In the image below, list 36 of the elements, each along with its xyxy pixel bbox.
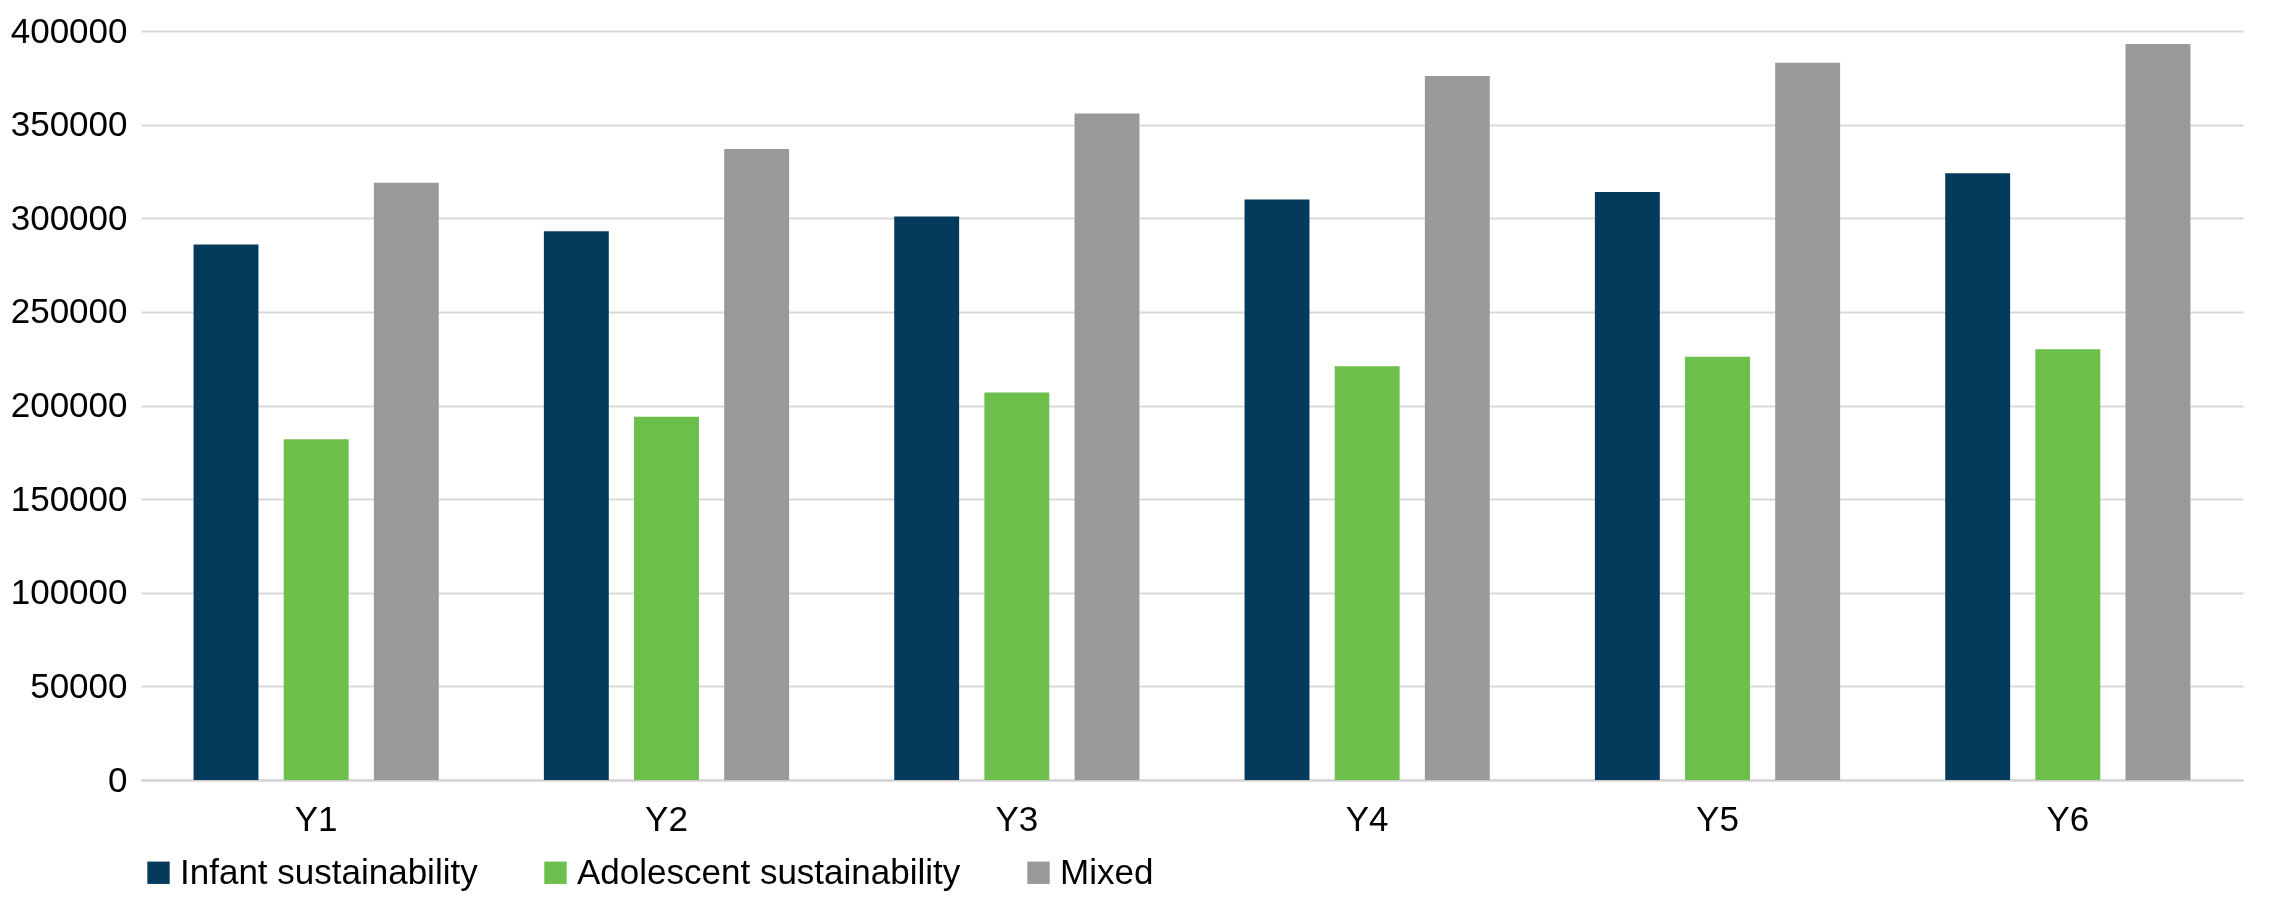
bar xyxy=(984,392,1050,780)
bar xyxy=(634,416,699,780)
y-tick-label: 200000 xyxy=(10,385,128,424)
bar xyxy=(1945,173,2011,780)
bar xyxy=(1685,356,1750,780)
bar xyxy=(724,148,790,780)
bar xyxy=(1334,366,1400,780)
y-tick-label: 250000 xyxy=(10,291,128,331)
bar xyxy=(373,182,439,780)
x-tick-label: Y3 xyxy=(995,798,1039,838)
y-tick-label: 150000 xyxy=(10,478,128,518)
x-tick-label: Y2 xyxy=(645,798,688,838)
bar xyxy=(2035,349,2101,780)
y-tick-label: 50000 xyxy=(30,665,128,705)
y-tick-label: 300000 xyxy=(10,197,128,237)
bar xyxy=(1244,199,1310,780)
legend-label: Mixed xyxy=(1060,851,1154,891)
x-tick-label: Y4 xyxy=(1345,798,1389,838)
legend-label: Infant sustainability xyxy=(180,851,479,891)
bar xyxy=(193,244,259,780)
legend-label: Adolescent sustainability xyxy=(577,851,961,891)
bar xyxy=(1074,113,1140,780)
y-tick-label: 350000 xyxy=(10,104,128,144)
bar xyxy=(1594,192,1660,780)
bar xyxy=(1424,75,1490,780)
y-tick-label: 0 xyxy=(108,759,128,799)
bar xyxy=(283,439,349,780)
bar xyxy=(894,216,960,780)
x-tick-label: Y6 xyxy=(2046,798,2090,838)
bar xyxy=(2125,44,2191,780)
x-tick-label: Y5 xyxy=(1696,798,1739,838)
x-tick-label: Y1 xyxy=(294,798,338,838)
bar xyxy=(1775,62,1841,780)
y-tick-label: 400000 xyxy=(10,10,128,50)
y-tick-label: 100000 xyxy=(10,572,128,612)
bar xyxy=(543,231,609,780)
